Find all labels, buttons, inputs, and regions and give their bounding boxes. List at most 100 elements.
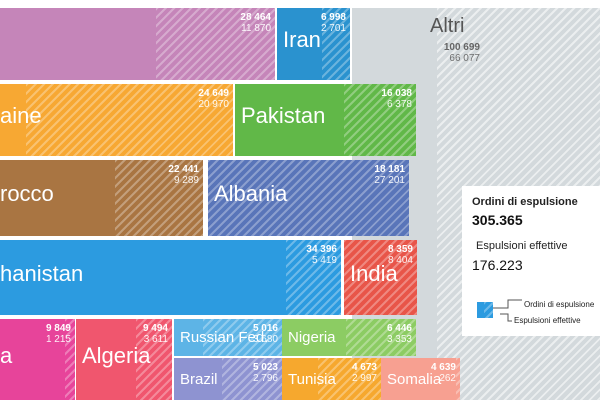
effettive-hatch-somalia [455,358,460,400]
ordini-value-rocco: 22 441 [168,164,199,175]
values-unlabeled: 28 464 11 870 [240,12,271,34]
ordini-value-tunisia: 4 673 [351,362,377,373]
effettive-value-altri: 66 077 [449,53,480,64]
treemap-tile-iran: Iran 6 998 2 701 [277,8,350,80]
treemap-tile-pakistan: Pakistan 16 038 6 378 [235,84,416,156]
legend-box: Ordini di espulsione 305.365 Espulsioni … [462,186,600,336]
ordini-value-brazil: 5 023 [252,362,278,373]
treemap-tile-india: India 8 359 8 404 [344,240,417,315]
legend-connector-lines [493,299,522,322]
values-hanistan: 34 396 5 419 [306,244,337,266]
values-a: 9 849 1 215 [46,323,71,345]
values-albania: 18 181 27 201 [374,164,405,186]
effettive-value-aine: 20 970 [198,99,229,110]
treemap-tile-hanistan: hanistan 34 396 5 419 [0,240,341,315]
treemap-tile-aine: aine 24 649 20 970 [0,84,233,156]
country-label-aine: aine [0,103,42,128]
values-altri: 100 699 66 077 [444,42,480,64]
country-label-albania: Albania [214,181,288,206]
effettive-hatch-india [344,240,417,315]
ordini-value-aine: 24 649 [198,88,229,99]
treemap-tile-rocco: rocco 22 441 9 289 [0,160,203,236]
effettive-value-brazil: 2 796 [252,373,278,384]
treemap-tile-tunisia: Tunisia 4 673 2 997 [282,358,381,400]
ordini-value-nigeria: 6 446 [386,323,412,334]
treemap-tile-russian-fed: Russian Fed. 5 016 3 680 [174,319,282,356]
ordini-value-altri: 100 699 [443,42,480,53]
country-label-algeria: Algeria [82,343,151,368]
ordini-value-unlabeled: 28 464 [240,12,271,23]
effettive-hatch-rocco [114,160,203,236]
effettive-hatch-russian-fed [202,319,282,356]
country-label-tunisia: Tunisia [288,371,336,388]
ordini-value-pakistan: 16 038 [381,88,412,99]
legend-swatch [477,302,493,318]
effettive-value-india: 8 404 [387,255,413,266]
values-algeria: 9 494 3 611 [143,323,168,345]
effettive-hatch-a [64,319,75,400]
effettive-value-albania: 27 201 [374,175,405,186]
effettive-hatch-algeria [135,319,172,400]
ordini-value-india: 8 359 [387,244,413,255]
effettive-hatch-brazil [221,358,282,400]
effettive-value-russian-fed: 3 680 [252,334,278,345]
values-india: 8 359 8 404 [388,244,413,266]
country-label-hanistan: hanistan [0,261,84,286]
country-label-a: a [0,343,13,368]
country-label-iran: Iran [283,27,321,52]
effettive-hatch-iran [321,8,350,80]
legend-total-ordini: 305.365 [472,212,523,228]
legend-subtitle: Espulsioni effettive [476,240,568,252]
treemap-tile-somalia: Somalia 4 639 262 [381,358,460,400]
values-rocco: 22 441 9 289 [168,164,199,186]
effettive-value-rocco: 9 289 [173,175,199,186]
effettive-value-tunisia: 2 997 [351,373,377,384]
treemap-tile-nigeria: Nigeria 6 446 3 353 [282,319,416,356]
treemap-tile-albania: Albania 18 181 27 201 [208,160,409,236]
treemap-tile-brazil: Brazil 5 023 2 796 [174,358,282,400]
ordini-value-algeria: 9 494 [142,323,168,334]
effettive-hatch-nigeria [346,319,416,356]
values-nigeria: 6 446 3 353 [387,323,412,345]
values-pakistan: 16 038 6 378 [381,88,412,110]
legend-key-ordini: Ordini di espulsione [524,300,595,309]
ordini-value-a: 9 849 [45,323,71,334]
effettive-value-a: 1 215 [45,334,71,345]
ordini-value-albania: 18 181 [374,164,405,175]
country-label-somalia: Somalia [387,371,442,388]
effettive-hatch-aine [26,84,233,156]
treemap-tile-unlabeled: 28 464 11 870 [0,8,275,80]
effettive-hatch-hanistan [285,240,341,315]
treemap-tile-a: a 9 849 1 215 [0,319,75,400]
country-label-russian-fed: Russian Fed. [180,329,269,346]
effettive-hatch-pakistan [344,84,416,156]
country-label-altri: Altri [430,15,465,37]
legend-total-effettive: 176.223 [472,257,523,273]
legend-title: Ordini di espulsione [472,196,578,208]
effettive-hatch-albania [208,160,409,236]
country-label-nigeria: Nigeria [288,329,336,346]
values-iran: 6 998 2 701 [321,12,346,34]
ordini-value-somalia: 4 639 [430,362,456,373]
effettive-value-pakistan: 6 378 [386,99,412,110]
effettive-value-nigeria: 3 353 [386,334,412,345]
legend-swatch-hatch [484,302,493,318]
country-label-pakistan: Pakistan [241,103,326,128]
country-label-brazil: Brazil [180,371,218,388]
legend-key-effettive: Espulsioni effettive [514,316,581,325]
effettive-hatch-unlabeled [156,8,275,80]
values-russian-fed: 5 016 3 680 [253,323,278,345]
values-somalia: 4 639 262 [431,362,456,384]
country-label-india: India [350,261,398,286]
country-label-rocco: rocco [0,181,54,206]
effettive-value-unlabeled: 11 870 [241,23,271,34]
ordini-value-russian-fed: 5 016 [252,323,278,334]
treemap-tile-algeria: Algeria 9 494 3 611 [76,319,172,400]
effettive-value-somalia: 262 [439,373,456,384]
effettive-hatch-tunisia [317,358,381,400]
ordini-value-hanistan: 34 396 [306,244,337,255]
values-aine: 24 649 20 970 [198,88,229,110]
values-brazil: 5 023 2 796 [253,362,278,384]
effettive-value-algeria: 3 611 [143,334,168,345]
values-tunisia: 4 673 2 997 [352,362,377,384]
